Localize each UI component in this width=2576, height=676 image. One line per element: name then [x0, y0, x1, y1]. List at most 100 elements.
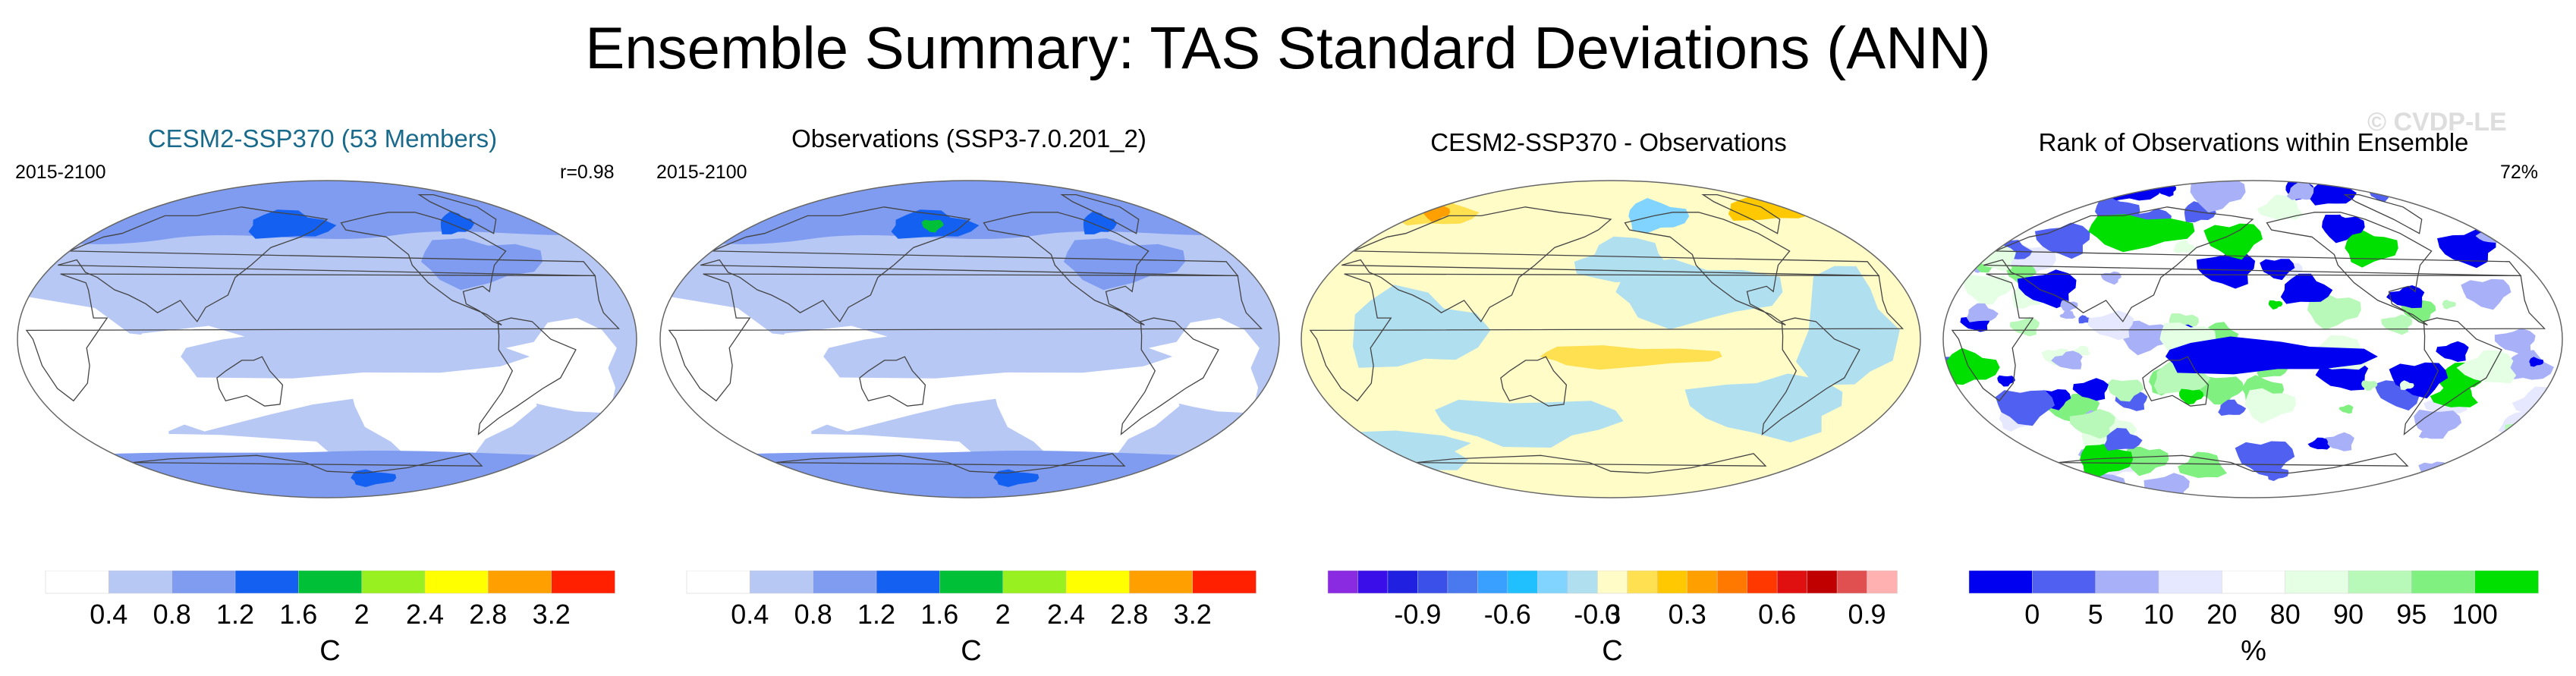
rank-patch: [1955, 423, 1969, 432]
continent-outline-6: [1701, 193, 1781, 234]
rank-patch: [2365, 181, 2398, 191]
continent-outline-2: [1951, 273, 2546, 402]
rank-patch: [2339, 404, 2354, 414]
rank-patch: [2442, 300, 2456, 310]
continent-outline-3: [1983, 206, 2522, 322]
colorbar-tick-1: 5: [2088, 599, 2103, 630]
colorbar-tick-2: 10: [2144, 599, 2174, 630]
rank-patch: [1949, 454, 1971, 469]
panel-2-map: [659, 180, 1280, 498]
rank-patch: [2384, 482, 2420, 498]
rank-patch: [2173, 240, 2196, 253]
panel-4-title: Rank of Observations within Ensemble: [2038, 128, 2469, 156]
colorbar-swatch-16: [1807, 571, 1838, 594]
rank-patch: [1946, 214, 1997, 244]
colorbar-swatch-2: [2095, 571, 2159, 594]
region-negative-3: [1684, 373, 1843, 443]
colorbar-swatch-8: [1192, 571, 1257, 594]
rank-patch: [2511, 219, 2562, 256]
panel-4-stat: 72%: [2500, 162, 2539, 183]
rank-patch: [2059, 310, 2076, 319]
panel-1-colorbar: 0.4 0.8 1.2 1.6 2 2.4 2.8 3.2 C: [45, 571, 615, 667]
continent-outline-4: [859, 356, 926, 407]
region-arctic-warm-east: [1728, 194, 1822, 221]
rank-patch: [1948, 204, 1980, 227]
continent-outline-6: [2343, 193, 2423, 234]
colorbar-swatch-6: [424, 571, 489, 594]
colorbar-swatch-2: [1387, 571, 1419, 594]
panel-2-colorbar: 0.4 0.8 1.2 1.6 2 2.4 2.8 3.2 C: [686, 571, 1257, 667]
rank-patch: [2153, 360, 2211, 395]
colorbar-tick-7: 3.2: [533, 599, 571, 630]
rank-patch: [2461, 278, 2512, 310]
panel-1-period: 2015-2100: [15, 162, 106, 183]
watermark: © CVDP-LE: [2367, 108, 2507, 137]
rank-patch: [2178, 451, 2227, 478]
region-nw-core: [440, 211, 474, 234]
continent-outline-2: [25, 273, 621, 402]
colorbar-tick-1: 0.8: [153, 599, 191, 630]
colorbar-swatch-1: [109, 571, 173, 594]
colorbar-tick-6: 95: [2396, 599, 2427, 630]
region-antarctica: [660, 450, 1279, 498]
colorbar-tick-0: 0: [2024, 599, 2040, 630]
colorbar-swatch-2: [813, 571, 877, 594]
panel-1-map: [17, 180, 637, 498]
rank-patch: [2190, 181, 2246, 213]
colorbar-swatch-6: [1065, 571, 1131, 594]
colorbar-swatch-0: [1968, 571, 2033, 594]
rank-patch: [2324, 432, 2354, 451]
colorbar-swatch-3: [2158, 571, 2223, 594]
colorbar-swatch-3: [234, 571, 300, 594]
rank-patch: [2257, 194, 2304, 220]
rank-patch: [2034, 222, 2090, 259]
map-border: [1301, 180, 1921, 498]
region-negative-2: [1435, 399, 1624, 448]
continent-outline-2: [668, 273, 1263, 402]
colorbar-swatch-0: [1327, 571, 1359, 594]
rank-patch: [2307, 293, 2361, 330]
region-siberia-peak: [921, 219, 944, 233]
map-border: [659, 180, 1280, 498]
colorbar-tick-5: 90: [2333, 599, 2364, 630]
continent-outline-1: [1120, 317, 1219, 435]
panel-2-title: Observations (SSP3-7.0.201_2): [791, 124, 1146, 152]
colorbar-tick-4: 80: [2270, 599, 2301, 630]
rank-patch: [2107, 379, 2144, 402]
rank-patch: [2087, 310, 2134, 341]
map-border: [17, 180, 637, 498]
colorbar-tick-7: 100: [2452, 599, 2498, 630]
colorbar-tick-6: 2.8: [469, 599, 507, 630]
rank-patch: [2424, 482, 2459, 498]
rank-patch: [2529, 222, 2562, 246]
panel-4-map: [1942, 180, 2563, 498]
continent-outline-1: [2403, 317, 2502, 435]
panel-1-stat: r=0.98: [560, 162, 615, 183]
colorbar-swatch-15: [1776, 571, 1808, 594]
continent-outline-0: [983, 212, 1150, 326]
colorbar-swatch-7: [488, 571, 552, 594]
region-low-2: [991, 356, 1180, 468]
rank-patch: [2009, 317, 2040, 337]
region-arctic: [660, 181, 1279, 244]
continent-outline-0: [340, 212, 507, 326]
rank-patch: [2235, 441, 2295, 478]
panel-3-title: CESM2-SSP370 - Observations: [1430, 128, 1787, 156]
colorbar-tick-0: 0.4: [731, 599, 769, 630]
colorbar-swatch-12: [1687, 571, 1718, 594]
colorbar-swatch-4: [939, 571, 1004, 594]
rank-patch: [2389, 362, 2449, 399]
colorbar-tick-3: 1.6: [920, 599, 958, 630]
rank-patch: [1964, 274, 2012, 305]
rank-patch: [1960, 439, 2004, 464]
continent-outline-0: [2266, 212, 2433, 326]
colorbar-tick-3: 20: [2206, 599, 2237, 630]
panel-4-colorbar: 0 5 10 20 80 90 95 100%: [1968, 571, 2539, 667]
rank-patch: [2052, 192, 2077, 209]
colorbar-tick-4: 0.3: [1669, 599, 1706, 630]
rank-patch: [2447, 458, 2477, 477]
rank-patch: [2361, 380, 2378, 391]
rank-patch: [2268, 300, 2283, 310]
continent-outline-4: [216, 356, 284, 407]
colorbar-tick-7: 3.2: [1174, 599, 1212, 630]
